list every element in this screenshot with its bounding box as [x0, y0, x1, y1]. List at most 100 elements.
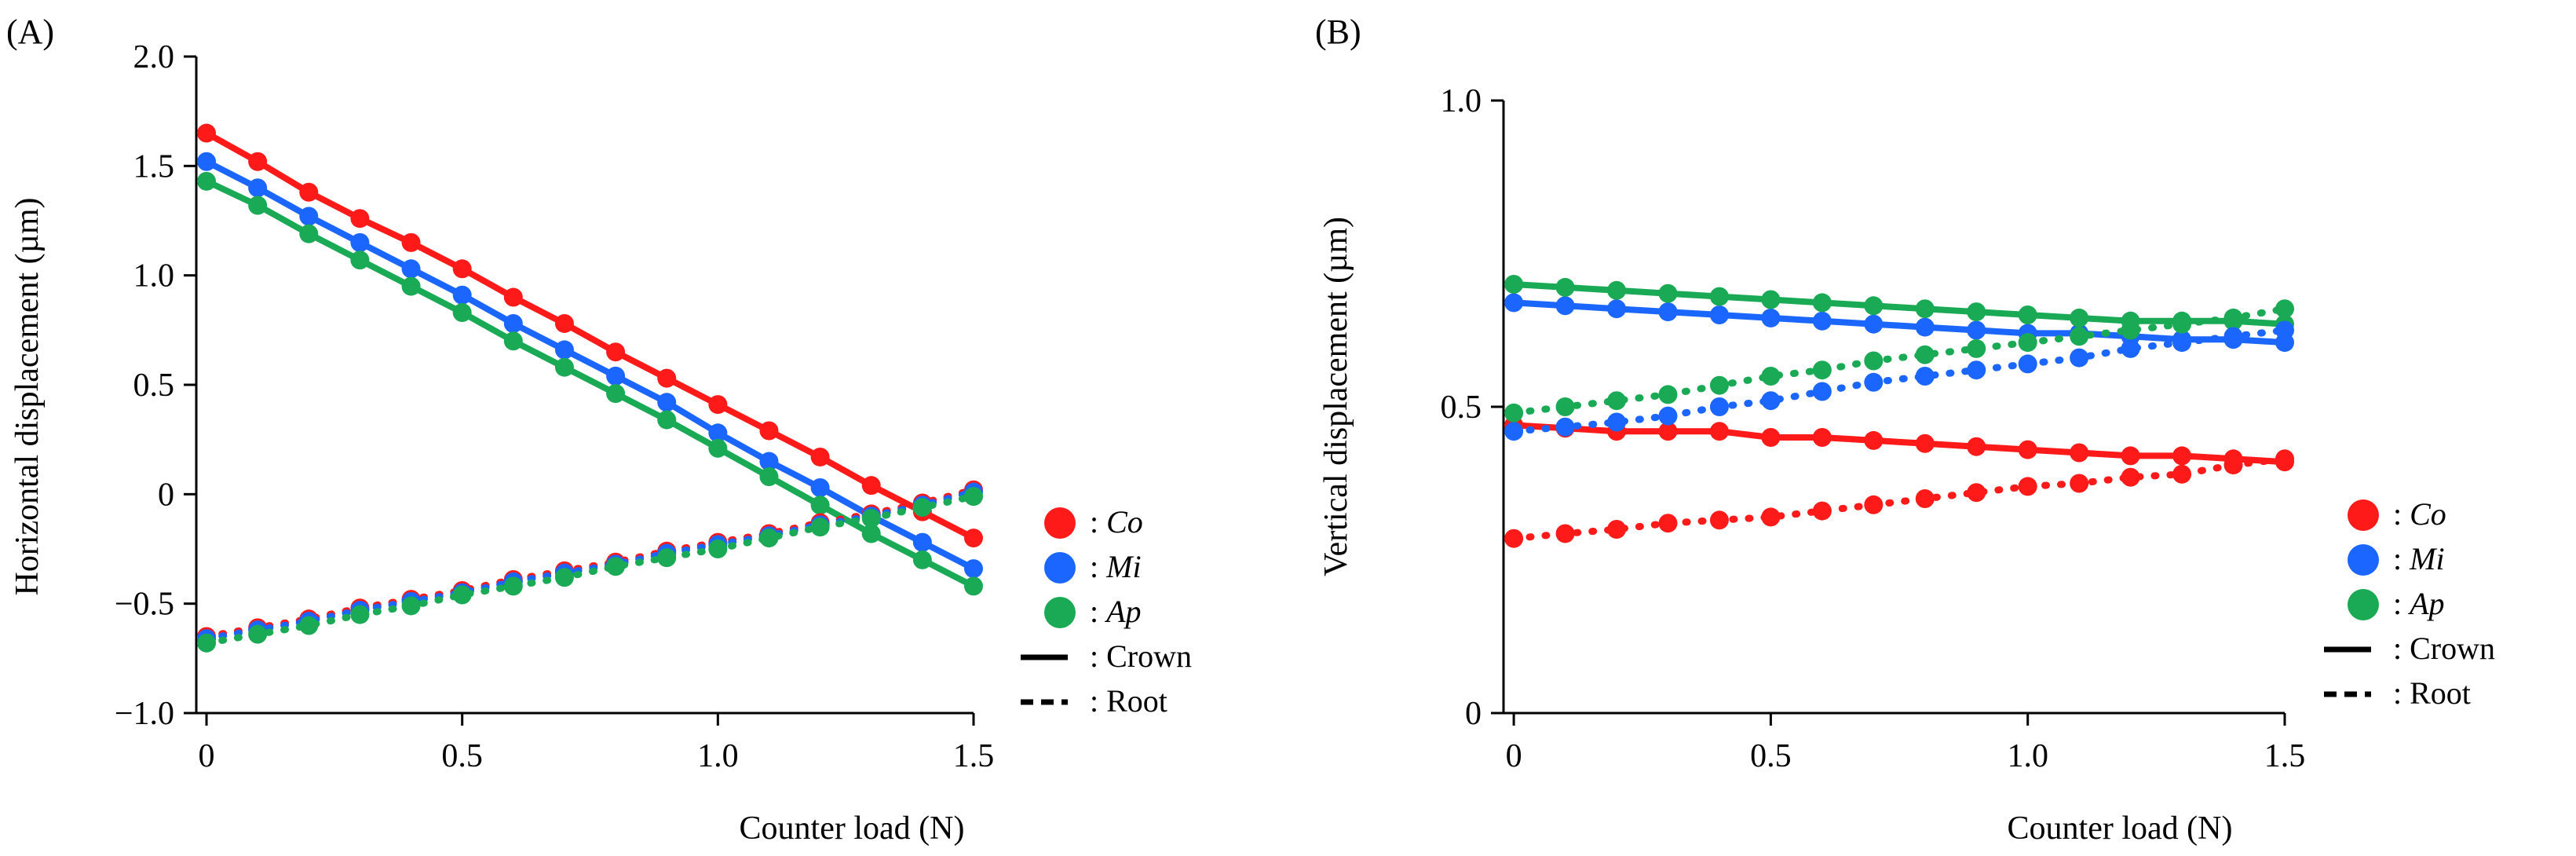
x-tick-label: 1.5	[953, 738, 995, 774]
data-point-ap-root	[1761, 367, 1781, 386]
data-point-co-crown	[554, 313, 574, 333]
data-point-ap-root	[861, 508, 881, 528]
data-point-co-root	[2018, 477, 2037, 496]
plot-area-b: 0 0.5 1.0 0 0.5 1.0 1.5: Co: Mi: Ap: Crown: Ro…	[1441, 83, 2496, 774]
data-point-mi-root	[2070, 348, 2089, 368]
data-point-co-root	[1761, 507, 1781, 527]
data-point-mi-root	[1761, 391, 1781, 411]
data-point-co-root	[1812, 501, 1832, 521]
data-point-ap-root	[1504, 403, 1524, 423]
series-line-co-crown	[203, 130, 977, 542]
data-point-ap-crown	[606, 384, 626, 404]
series-line-ap-root	[203, 492, 977, 647]
legend-root-label: : Root	[2393, 675, 2471, 711]
legend-mi-marker	[2348, 544, 2379, 576]
data-point-mi-root	[1864, 372, 1884, 392]
plot-area-a: −1.0 −0.5 0 0.5 1.0 1.5 2.0 0 0.5 1.0 1.5: Co: Mi:…	[115, 39, 1192, 774]
data-point-co-crown	[248, 152, 268, 171]
data-point-co-root	[2121, 467, 2140, 487]
panel-a-x-axis-label: Counter load (N)	[740, 810, 965, 847]
data-point-ap-crown	[2070, 308, 2089, 327]
data-point-mi-crown	[401, 259, 421, 279]
data-point-co-crown	[810, 447, 830, 466]
data-point-mi-crown	[1658, 302, 1678, 322]
data-point-co-crown	[1967, 437, 1986, 456]
data-point-co-crown	[861, 476, 881, 496]
data-point-ap-crown	[299, 224, 319, 243]
data-point-co-crown	[2070, 443, 2089, 463]
data-point-ap-root	[2018, 333, 2037, 353]
data-point-co-crown	[1812, 428, 1832, 447]
data-point-ap-root	[197, 633, 217, 653]
y-tick-label: 0	[1465, 696, 1482, 732]
data-point-ap-root	[401, 596, 421, 616]
data-point-co-crown	[1709, 422, 1729, 441]
data-point-ap-crown	[810, 496, 830, 515]
data-point-mi-root	[2223, 327, 2243, 346]
data-point-co-crown	[1658, 422, 1678, 441]
data-point-co-crown	[606, 342, 626, 362]
data-point-co-crown	[2121, 446, 2140, 466]
series-line-ap-crown	[1511, 281, 2288, 327]
data-point-ap-root	[503, 576, 523, 596]
legend-crown-label: : Crown	[2393, 631, 2495, 666]
data-point-mi-root	[1709, 397, 1729, 416]
data-point-co-root	[1709, 510, 1729, 530]
data-point-co-root	[2070, 474, 2089, 493]
legend-b: : Co: Mi: Ap: Crown: Root	[2324, 496, 2495, 711]
legend-ap-marker	[2348, 589, 2379, 620]
data-point-ap-root	[708, 540, 728, 558]
x-tick-label: 0.5	[441, 738, 483, 774]
data-point-ap-root	[810, 518, 830, 537]
data-point-co-root	[2275, 449, 2294, 469]
x-tick-label: 0	[1506, 738, 1522, 774]
x-tick-label: 1.0	[2007, 738, 2048, 774]
data-point-ap-crown	[1607, 280, 1627, 300]
data-point-mi-crown	[1709, 305, 1729, 324]
data-point-co-crown	[2172, 446, 2192, 466]
data-point-ap-crown	[1658, 284, 1678, 303]
data-point-ap-crown	[197, 171, 217, 191]
data-point-mi-root	[2275, 320, 2294, 340]
data-point-mi-crown	[1607, 299, 1627, 319]
legend-ap-marker	[1044, 597, 1076, 628]
data-point-ap-root	[912, 498, 932, 518]
data-point-ap-crown	[554, 357, 574, 377]
data-point-ap-crown	[401, 276, 421, 296]
data-point-mi-crown	[1915, 317, 1935, 337]
data-point-mi-root	[1555, 417, 1575, 437]
data-point-mi-crown	[759, 452, 779, 471]
y-tick-label: 1.0	[133, 258, 175, 294]
data-point-ap-root	[1607, 391, 1627, 411]
data-point-ap-crown	[1864, 296, 1884, 316]
y-tick-label: −1.0	[115, 696, 174, 732]
legend-co-label: : Co	[1090, 504, 1143, 540]
data-point-ap-root	[2121, 320, 2140, 340]
x-tick-label: 1.5	[2264, 738, 2306, 774]
legend-a: : Co: Mi: Ap: Crown: Root	[1021, 504, 1192, 719]
data-point-ap-crown	[452, 303, 472, 323]
series-line-mi-root	[203, 488, 977, 642]
y-tick-label: 0	[158, 477, 174, 513]
series-line-mi-root	[1510, 327, 2289, 435]
panel-a: (A) Horizontal displacement (µm) Counter…	[6, 13, 964, 847]
data-point-co-root	[1915, 489, 1935, 508]
data-point-mi-crown	[299, 207, 319, 226]
data-point-ap-crown	[1761, 290, 1781, 309]
data-point-ap-crown	[912, 550, 932, 569]
legend-ap-label: : Ap	[1090, 594, 1142, 629]
data-point-mi-crown	[964, 559, 983, 579]
data-point-co-root	[1555, 524, 1575, 543]
data-point-mi-crown	[1967, 320, 1986, 340]
data-point-mi-crown	[1761, 308, 1781, 327]
series-line-mi-crown	[1511, 299, 2288, 346]
panel-a-label: (A)	[6, 13, 54, 51]
data-point-co-crown	[1864, 430, 1884, 450]
data-point-ap-root	[554, 568, 574, 587]
data-point-ap-crown	[657, 410, 677, 430]
data-point-co-root	[1504, 529, 1524, 548]
data-point-ap-crown	[350, 251, 370, 270]
data-point-mi-crown	[708, 423, 728, 443]
